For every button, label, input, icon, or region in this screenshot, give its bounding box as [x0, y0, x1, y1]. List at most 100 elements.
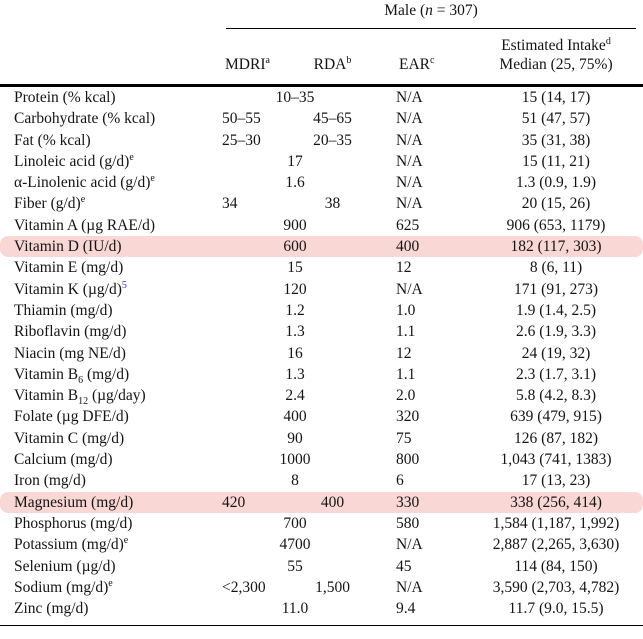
mdri-rda-merged-value: 55: [287, 557, 303, 575]
label-text: Carbohydrate (% kcal): [14, 110, 156, 128]
intake-value: 1.3 (0.9, 1.9): [515, 174, 597, 192]
mdri-value: 34: [222, 195, 238, 213]
ear-value: N/A: [396, 578, 423, 596]
table-row: Zinc (mg/d) 11.0 9.4 11.7 (9.0, 15.5): [0, 598, 643, 619]
rda-value: 45–65: [313, 110, 352, 128]
footnote-marker-e: e: [150, 173, 155, 185]
bottom-rule-row: [0, 619, 643, 627]
mdri-rda-merged-value: 4700: [279, 536, 311, 554]
label-text: α-Linolenic acid (g/d): [14, 174, 151, 192]
ear-value: 1.0: [396, 301, 416, 319]
col-header-mdri: MDRIa: [215, 30, 290, 87]
intake-value: 171 (91, 273): [514, 280, 598, 298]
footnote-marker-a: a: [265, 54, 270, 66]
mdri-value: <2,300: [222, 578, 266, 596]
mdri-rda-merged-value: 1.3: [285, 365, 305, 383]
label-text: Protein (% kcal): [14, 89, 116, 106]
table-row: Iron (mg/d) 8 6 17 (13, 23): [0, 470, 643, 491]
ear-value: N/A: [396, 131, 423, 149]
column-header-row: MDRIa RDAb EARc Estimated Intaked Median…: [0, 30, 643, 87]
mdri-value: 420: [215, 491, 290, 513]
table-row: Sodium (mg/d)e <2,300 1,500 N/A 3,590 (2,703…: [0, 577, 643, 598]
table-row-highlighted: Magnesium (mg/d) 420 400 330 338 (256, 414): [0, 491, 643, 513]
rda-value: 20–35: [313, 131, 352, 149]
table-row: α-Linolenic acid (g/d)e 1.6 N/A 1.3 (0.9, 1…: [0, 172, 643, 193]
ear-value: N/A: [396, 110, 423, 128]
intake-value: 182 (117, 303): [457, 236, 643, 258]
intake-value: 15 (14, 17): [521, 89, 591, 106]
ear-value: 400: [375, 236, 457, 258]
vitamin-k-reference-link[interactable]: 5: [121, 279, 127, 291]
intake-value: 126 (87, 182): [514, 429, 598, 447]
nutrient-label: Phosphorus (mg/d): [0, 513, 215, 534]
header-empty-cell: [0, 30, 215, 87]
rda-value: 400: [290, 491, 375, 513]
mdri-rda-merged-value: 1.6: [285, 174, 305, 192]
table-row: Protein (% kcal) 10–35 N/A 15 (14, 17): [0, 87, 643, 108]
label-subscript: 12: [78, 396, 89, 408]
label-text: Potassium (mg/d): [14, 536, 124, 554]
nutrient-label: Vitamin K (µg/d)5: [0, 279, 215, 300]
mdri-rda-merged-value: 11.0: [281, 600, 309, 618]
group-header-row: Male (n = 307): [0, 0, 643, 30]
nutrient-label: Selenium (µg/d): [0, 556, 215, 577]
ear-value: 330: [375, 491, 457, 513]
label-text: Fat (% kcal): [14, 131, 91, 149]
ear-value: 1.1: [396, 365, 416, 383]
nutrient-label: Vitamin B12 (µg/day): [0, 385, 215, 408]
mdri-rda-merged-value: 10–35: [275, 89, 315, 106]
ear-value: 1.1: [396, 323, 416, 341]
intake-value: 2.6 (1.9, 3.3): [515, 323, 597, 341]
intake-header-line1: Estimated Intaked: [501, 35, 611, 54]
label-text: Folate (µg DFE/d): [14, 408, 129, 426]
ear-value: 9.4: [396, 600, 416, 618]
table-row: Vitamin B12 (µg/day) 2.4 2.0 5.8 (4.2, 8.3): [0, 385, 643, 408]
ear-value: 800: [396, 451, 420, 469]
table-row: Riboflavin (mg/d) 1.3 1.1 2.6 (1.9, 3.3): [0, 321, 643, 342]
footnote-marker-c: c: [430, 54, 435, 66]
intake-value: 114 (84, 150): [514, 557, 598, 575]
table-row: Selenium (µg/d) 55 45 114 (84, 150): [0, 556, 643, 577]
table-row: Linoleic acid (g/d)e 17 N/A 15 (11, 21): [0, 151, 643, 172]
label-text: (mg/d): [83, 365, 130, 383]
mdri-rda-merged-value: 1000: [279, 451, 311, 469]
table-row: Niacin (mg NE/d) 16 12 24 (19, 32): [0, 343, 643, 364]
table-row: Vitamin A (µg RAE/d) 900 625 906 (653, 1179…: [0, 215, 643, 236]
label-text: Vitamin C (mg/d): [14, 429, 125, 447]
table-row: Potassium (mg/d)e 4700 N/A 2,887 (2,265, 3,…: [0, 534, 643, 555]
ear-value: 6: [396, 472, 404, 490]
ear-value: 12: [396, 259, 412, 277]
table-row: Fiber (g/d)e 34 38 N/A 20 (15, 26): [0, 193, 643, 214]
label-text: Vitamin E (mg/d): [14, 259, 124, 277]
intake-value: 17 (13, 23): [521, 472, 591, 490]
group-header-text: Male (: [384, 2, 426, 19]
intake-value: 2,887 (2,265, 3,630): [492, 536, 620, 554]
table-row: Fat (% kcal) 25–30 20–35 N/A 35 (31, 38): [0, 130, 643, 151]
nutrient-label: Zinc (mg/d): [0, 598, 215, 619]
table-body: Protein (% kcal) 10–35 N/A 15 (14, 17) Carbo…: [0, 87, 643, 619]
label-text: Vitamin K (µg/d): [14, 280, 122, 298]
ear-value: 580: [396, 514, 420, 532]
label-text: Selenium (µg/d): [14, 557, 116, 575]
ear-value: 75: [396, 429, 412, 447]
footnote-marker-e: e: [80, 194, 86, 206]
n-symbol: n: [425, 2, 433, 19]
footnote-marker-e: e: [108, 577, 113, 589]
ear-value: 12: [396, 344, 412, 362]
nutrient-label: Sodium (mg/d)e: [0, 577, 215, 598]
label-text: Magnesium (mg/d): [14, 493, 134, 511]
intake-value: 1,584 (1,187, 1,992): [492, 514, 620, 532]
table-row-highlighted: Vitamin D (IU/d) 600 400 182 (117, 303): [0, 236, 643, 258]
mdri-rda-merged-value: 2.4: [285, 387, 305, 405]
ear-value: N/A: [396, 280, 423, 298]
ear-value: N/A: [396, 536, 423, 554]
footnote-marker-d: d: [605, 35, 611, 47]
footnote-marker-e: e: [123, 535, 129, 547]
nutrient-label: Potassium (mg/d)e: [0, 534, 215, 555]
nutrient-label: Vitamin E (mg/d): [0, 257, 215, 278]
nutrient-label: Iron (mg/d): [0, 470, 215, 491]
intake-value: 20 (15, 26): [521, 195, 591, 213]
ear-value: 2.0: [396, 387, 416, 405]
label-text: Vitamin D (IU/d): [14, 238, 122, 256]
